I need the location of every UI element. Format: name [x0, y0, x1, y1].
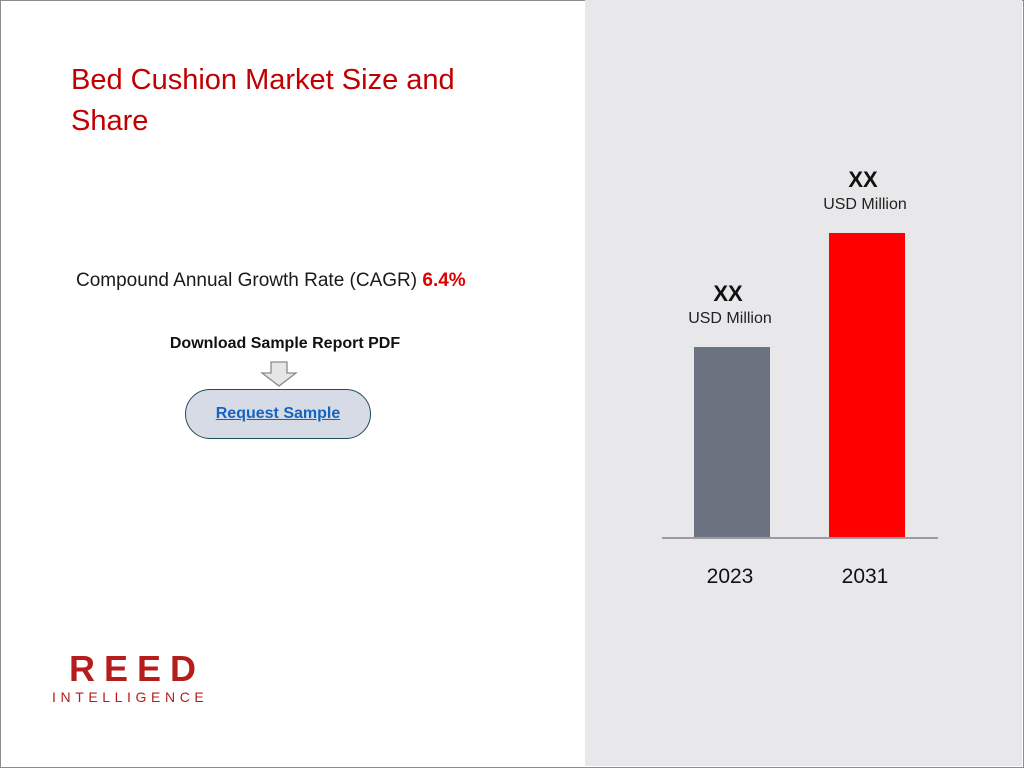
reed-intelligence-logo: REED INTELLIGENCE	[52, 650, 208, 706]
request-sample-button[interactable]: Request Sample	[185, 389, 371, 439]
logo-sub-text: INTELLIGENCE	[52, 689, 209, 705]
chart-panel	[585, 0, 1022, 766]
download-label: Download Sample Report PDF	[169, 335, 401, 352]
page-title: Bed Cushion Market Size and Share	[71, 64, 455, 137]
logo-main-text: REED	[69, 648, 206, 689]
request-sample-link[interactable]: Request Sample	[215, 405, 341, 422]
cagr-text: Compound Annual Growth Rate (CAGR) 6.4%	[76, 270, 466, 292]
cagr-label: Compound Annual Growth Rate (CAGR)	[76, 270, 418, 291]
down-arrow-icon	[260, 361, 298, 387]
cagr-value: 6.4%	[422, 270, 466, 291]
